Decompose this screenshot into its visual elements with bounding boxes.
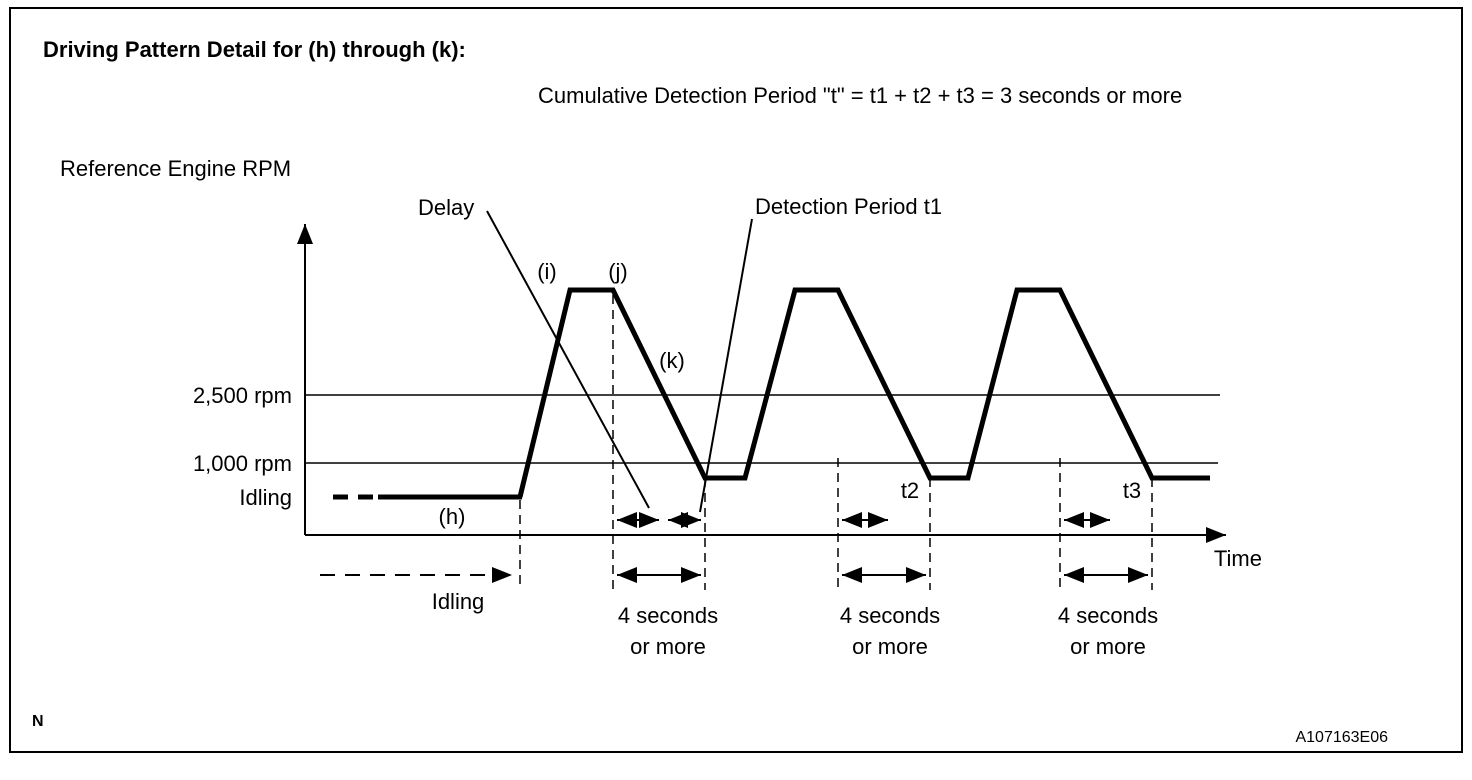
label-1000rpm: 1,000 rpm <box>193 451 292 476</box>
idling-interval-label: Idling <box>432 589 485 614</box>
rpm-waveform <box>517 287 1210 498</box>
interval2-label-line1: 4 seconds <box>840 603 940 628</box>
delay-label: Delay <box>418 195 474 220</box>
point-i-label: (i) <box>537 259 557 284</box>
y-axis-label: Reference Engine RPM <box>60 156 291 181</box>
delay-leader-line <box>486 210 650 509</box>
label-idling: Idling <box>239 485 292 510</box>
interval3-label-line1: 4 seconds <box>1058 603 1158 628</box>
detection-period-label: Detection Period t1 <box>755 194 942 219</box>
interval1-label-line1: 4 seconds <box>618 603 718 628</box>
diagram-title: Driving Pattern Detail for (h) through (… <box>43 37 466 62</box>
interval1-label-line2: or more <box>630 634 706 659</box>
x-axis-label: Time <box>1214 546 1262 571</box>
label-2500rpm: 2,500 rpm <box>193 383 292 408</box>
point-h-label: (h) <box>439 504 466 529</box>
t2-label: t2 <box>901 478 919 503</box>
detection-period-leader-line <box>699 218 753 513</box>
point-k-label: (k) <box>659 348 685 373</box>
interval3-label-line2: or more <box>1070 634 1146 659</box>
figure-code: A107163E06 <box>1295 729 1388 746</box>
note-mark: N <box>32 713 44 730</box>
diagram-border <box>9 7 1463 753</box>
t3-label: t3 <box>1123 478 1141 503</box>
interval2-label-line2: or more <box>852 634 928 659</box>
point-j-label: (j) <box>608 259 628 284</box>
diagram-subtitle: Cumulative Detection Period "t" = t1 + t… <box>538 83 1182 108</box>
